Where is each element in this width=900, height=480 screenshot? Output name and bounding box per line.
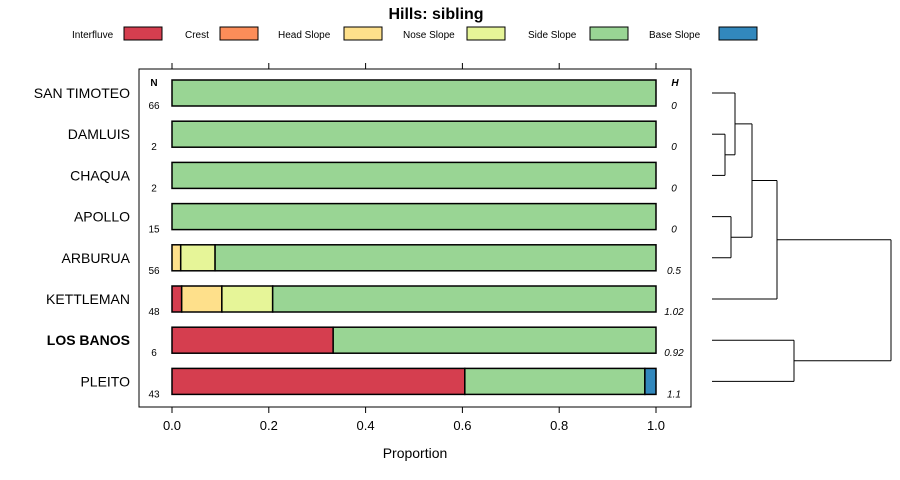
legend-swatch-crest <box>219 26 259 41</box>
x-axis-label: Proportion <box>383 445 448 461</box>
n-value: 15 <box>148 225 160 236</box>
bar-segment-side-slope <box>171 79 657 107</box>
x-tick-label: 1.0 <box>647 418 665 433</box>
category-label: SAN TIMOTEO <box>34 85 130 101</box>
bar-segment-nose-slope <box>179 244 216 272</box>
h-value: 0.5 <box>667 266 681 277</box>
legend-label-interfluve: Interfluve <box>72 30 114 41</box>
bar-segment-interfluve <box>171 326 334 354</box>
chart-title: Hills: sibling <box>388 6 483 23</box>
n-value: 48 <box>148 307 160 318</box>
dendrogram <box>712 92 892 382</box>
legend-label-side-slope: Side Slope <box>528 30 577 41</box>
category-label: CHAQUA <box>70 167 131 183</box>
legend-swatch-head-slope <box>343 26 383 41</box>
n-column-header: N <box>150 78 157 89</box>
category-label: KETTLEMAN <box>46 291 130 307</box>
legend-swatch-side-slope <box>589 26 629 41</box>
bar-segment-side-slope <box>171 202 657 231</box>
h-value: 1.02 <box>664 307 684 318</box>
bar-segment-side-slope <box>332 326 657 354</box>
h-value: 0 <box>671 142 677 153</box>
category-label: APOLLO <box>74 209 130 225</box>
bar-segment-interfluve <box>171 367 466 396</box>
h-value: 0 <box>671 101 677 112</box>
legend: Interfluve Crest Head Slope Nose Slope Side … <box>72 26 758 41</box>
category-label: PLEITO <box>80 373 130 389</box>
x-tick-label: 0.4 <box>357 418 375 433</box>
n-value: 6 <box>151 348 157 359</box>
legend-swatch-nose-slope <box>466 26 506 41</box>
bar-segment-side-slope <box>464 367 646 396</box>
legend-swatch-base-slope <box>718 26 758 41</box>
category-labels: SAN TIMOTEO DAMLUIS CHAQUA APOLLO ARBURUA KET… <box>34 85 131 389</box>
legend-label-base-slope: Base Slope <box>649 30 701 41</box>
legend-swatch-interfluve <box>123 26 163 41</box>
h-values: 0 0 0 0 0.5 1.02 0.92 1.1 <box>664 101 684 400</box>
x-tick-label: 0.2 <box>260 418 278 433</box>
bar-segment-side-slope <box>171 161 657 190</box>
category-label: ARBURUA <box>62 250 131 266</box>
plot-panel <box>138 68 692 408</box>
category-label: DAMLUIS <box>68 126 130 142</box>
h-value: 0 <box>671 183 677 194</box>
bar-segment-side-slope <box>171 120 657 148</box>
h-value: 0 <box>671 225 677 236</box>
bar-segment-head-slope <box>171 244 182 272</box>
n-value: 2 <box>151 183 157 194</box>
bar-segment-nose-slope <box>221 285 274 313</box>
x-axis: 0.0 0.2 0.4 0.6 0.8 1.0 <box>163 407 665 433</box>
bars <box>171 79 657 396</box>
legend-label-head-slope: Head Slope <box>278 30 331 41</box>
x-tick-label: 0.0 <box>163 418 181 433</box>
top-axis-ticks <box>171 63 657 69</box>
h-value: 1.1 <box>667 389 681 400</box>
bar-segment-interfluve <box>171 285 183 313</box>
n-value: 2 <box>151 142 157 153</box>
h-column-header: H <box>671 78 679 89</box>
h-value: 0.92 <box>664 348 684 359</box>
bar-segment-side-slope <box>271 285 657 313</box>
bar-segment-base-slope <box>644 367 657 396</box>
category-label: LOS BANOS <box>47 332 130 348</box>
legend-label-nose-slope: Nose Slope <box>403 30 455 41</box>
bar-segment-head-slope <box>180 285 223 313</box>
n-value: 66 <box>148 101 160 112</box>
n-value: 56 <box>148 266 160 277</box>
x-tick-label: 0.8 <box>550 418 568 433</box>
bar-segment-side-slope <box>214 244 657 272</box>
n-values: 66 2 2 15 56 48 6 43 <box>148 101 160 400</box>
legend-label-crest: Crest <box>185 30 209 41</box>
x-tick-label: 0.6 <box>453 418 471 433</box>
n-value: 43 <box>148 389 160 400</box>
